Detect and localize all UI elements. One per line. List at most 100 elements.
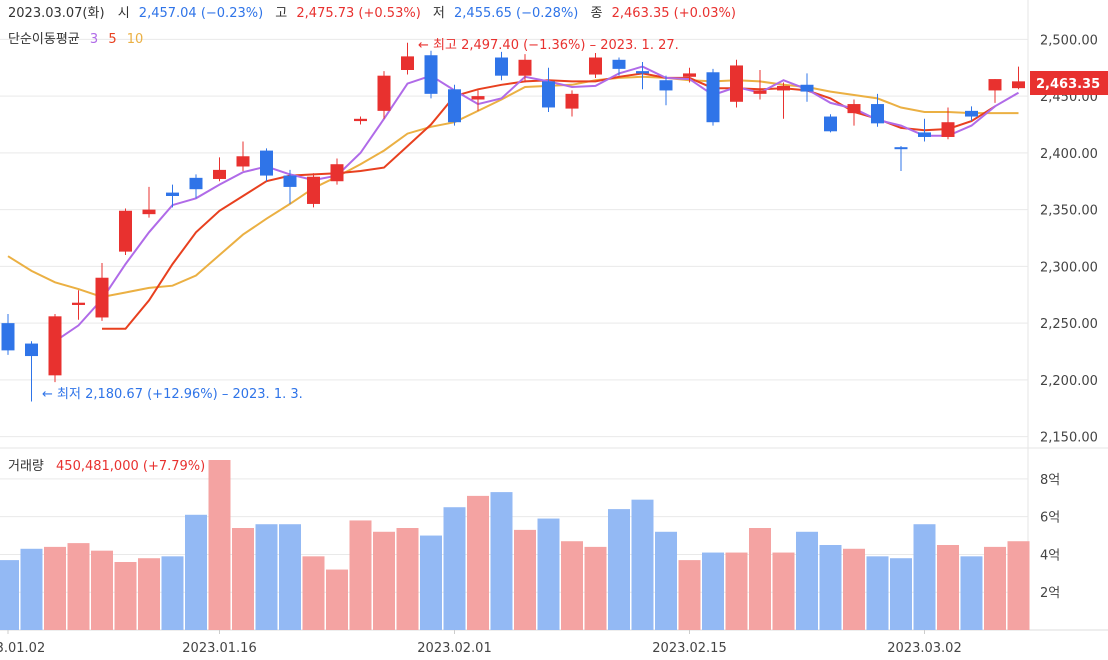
volume-bar [349, 520, 372, 630]
volume-bar [608, 509, 630, 630]
candle-body [236, 156, 250, 167]
volume-bar [819, 545, 842, 630]
candle-body [965, 110, 978, 117]
volume-bar [796, 531, 818, 630]
volume-bar [91, 550, 113, 630]
ma-legend-label: 단순이동평균 [8, 32, 80, 47]
candle [72, 290, 85, 320]
candle [636, 62, 649, 90]
volume-bar [913, 524, 936, 630]
x-tick-label: 2023.02.15 [652, 641, 726, 656]
candle [1012, 66, 1025, 90]
candle [48, 314, 62, 383]
high-value: 2,475.73 (+0.53%) [296, 6, 420, 21]
x-tick-label: 2023.02.01 [417, 641, 491, 656]
header-date: 2023.03.07(화) [8, 6, 105, 21]
volume-bar [185, 514, 207, 630]
ma5-legend: 5 [108, 32, 116, 47]
candle [189, 174, 203, 199]
candle [941, 107, 955, 140]
candle [518, 54, 532, 83]
candle-body [307, 176, 320, 204]
volume-y-axis: 8억 6억 4억 2억 [1040, 473, 1060, 601]
candle-body [941, 122, 955, 137]
high-label: 고 [275, 6, 287, 21]
high-annotation: ← 최고 2,497.40 (−1.36%) – 2023. 1. 27. [418, 38, 679, 53]
volume-bar [866, 556, 889, 630]
volume-bar [1007, 541, 1030, 630]
candle-body [659, 80, 673, 91]
candle-body [213, 169, 226, 179]
candle-body [706, 72, 720, 123]
candle [847, 99, 861, 126]
candle-body [25, 343, 38, 357]
candle-body [1012, 81, 1025, 89]
candle-body [894, 147, 908, 150]
candle-body [565, 93, 579, 109]
candle [659, 75, 673, 106]
candle-body [377, 75, 391, 111]
volume-bar [631, 499, 654, 630]
volume-bar [0, 560, 19, 630]
candle-body [48, 316, 62, 376]
volume-bar [537, 518, 560, 630]
volume-bar [937, 545, 959, 630]
volume-bar [373, 531, 395, 630]
volume-bar [138, 558, 160, 630]
candle-body [448, 89, 461, 123]
price-y-axis: 2,500.002,450.002,400.002,350.002,300.00… [1040, 33, 1098, 445]
candle [918, 118, 931, 142]
ma3-legend: 3 [90, 32, 98, 47]
volume-bar [467, 495, 489, 630]
candle-body [354, 118, 367, 122]
candle-body [683, 73, 696, 77]
candle [683, 67, 696, 83]
volume-bar [67, 543, 90, 630]
candle-body [636, 71, 649, 74]
candle-body [189, 177, 203, 190]
candle [330, 158, 344, 185]
candle [377, 71, 391, 119]
candle-body [260, 150, 273, 176]
open-value: 2,457.04 (−0.23%) [139, 6, 263, 21]
x-tick-label: 2023.01.16 [182, 641, 256, 656]
candle-body [401, 56, 414, 70]
x-tick-label: 2023.03.02 [887, 641, 961, 656]
volume-bar [749, 528, 771, 630]
candle-body [824, 116, 837, 132]
candle-body [495, 57, 508, 76]
volume-bar [255, 524, 278, 630]
candle [354, 116, 367, 125]
volume-bar [302, 556, 325, 630]
candle-body [918, 132, 931, 137]
ma10-line [7, 75, 1019, 299]
candle-body [283, 175, 297, 187]
volume-bar [326, 569, 348, 630]
candle [213, 157, 226, 182]
candle-body [589, 57, 602, 75]
volume-bar [725, 552, 748, 630]
volume-bar [44, 546, 66, 630]
candle [119, 208, 132, 256]
candle [1, 314, 15, 355]
volume-value: 450,481,000 (+7.79%) [56, 459, 205, 474]
volume-bar [678, 560, 701, 630]
candle [283, 169, 297, 204]
volume-bar [584, 546, 607, 630]
candle-body [612, 59, 626, 69]
volume-bar [984, 546, 1006, 630]
candle-body [777, 85, 790, 91]
price-tick-label: 2,250.00 [1040, 317, 1098, 332]
candle-body [800, 84, 814, 92]
low-label: 저 [433, 6, 445, 21]
candle [589, 52, 602, 78]
candle-body [166, 192, 179, 196]
volume-bar [114, 562, 137, 630]
candle [894, 146, 908, 172]
candle [565, 90, 579, 117]
candle [871, 93, 884, 127]
candle-body [142, 209, 156, 215]
candle [424, 50, 438, 99]
candle [753, 70, 767, 100]
